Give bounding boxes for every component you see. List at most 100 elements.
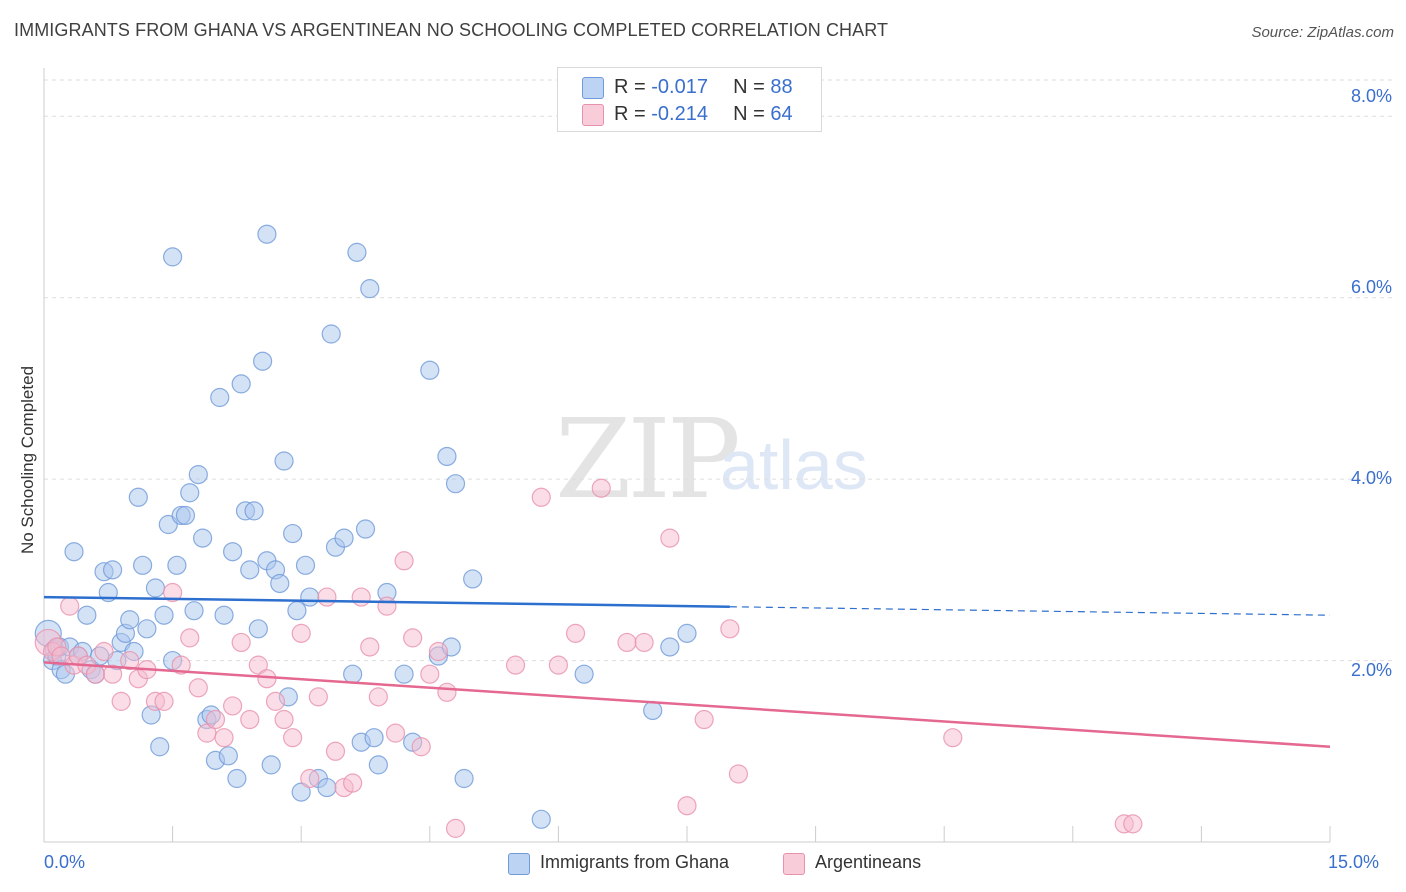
ghana-point [137,619,157,639]
ghana-point [188,465,208,485]
argentineans-point [634,632,654,653]
ghana-point [253,351,273,371]
argentineans-point [548,655,569,675]
argentineans-point [283,728,303,748]
ghana-r-value: -0.017 [651,76,708,98]
ghana-point [175,505,196,526]
ghana-point [218,746,238,766]
watermark-atlas: atlas [720,426,868,504]
argentineans-point [60,596,80,616]
ghana-point [248,619,268,639]
argentineans-point [257,669,277,689]
argentineans-point [351,587,371,607]
ghana-n-label: N = [733,76,771,98]
ghana-point [257,224,277,244]
ghana-point [437,446,457,467]
correlation-legend: R = -0.017 N = 88 R = -0.214 N = 64 [557,67,822,132]
argentineans-point [1123,814,1143,834]
argentineans-point [677,796,697,816]
ghana-point [77,605,97,625]
ghana-point [274,451,294,471]
watermark-zip: ZIP [555,395,741,523]
ghana-point [132,555,153,575]
argentineans-point [694,709,714,730]
ghana-point [102,560,123,580]
argentineans-point [317,587,337,607]
ghana-point [463,569,483,589]
argentineans-point [428,641,448,662]
ghana-point [150,737,170,757]
ghana-point [394,664,414,684]
argentineans-point [223,696,243,716]
ghana-point [291,782,311,802]
argentineans-point [728,764,749,784]
ghana-point [64,542,84,562]
argentineans-point [505,655,526,675]
ghana-r-label: R = [614,76,652,98]
ghana-point [231,374,251,394]
ghana-point [347,242,367,262]
ghana-point [145,578,166,598]
ghana-point [214,605,234,625]
argentineans-point [205,709,226,730]
ghana-point [154,605,174,625]
argentineans-r-value: -0.214 [651,103,708,125]
source-label: Source: ZipAtlas.com [1251,24,1394,41]
ghana-point [317,777,337,798]
y-tick-label-2: 2.0% [1350,660,1392,680]
argentineans-point [617,632,637,653]
argentineans-point [325,741,346,761]
x-tick-label-min: 0.0% [44,852,86,872]
ghana-point [295,555,316,575]
ghana-point [321,324,341,344]
ghana-point [227,768,247,789]
y-tick-label-6: 6.0% [1350,277,1392,297]
argentineans-point [214,728,234,748]
ghana-point [343,664,363,684]
ghana-trend-line-extension [729,606,1331,616]
ghana-point [300,587,320,607]
y-tick-label-4: 4.0% [1350,468,1392,488]
chart-title: IMMIGRANTS FROM GHANA VS ARGENTINEAN NO … [14,20,889,40]
argentineans-r-label: R = [614,103,652,125]
ghana-point [364,728,384,748]
argentineans-point [385,723,406,743]
argentineans-point [420,664,440,684]
argentineans-point [274,709,294,730]
ghana-point [184,601,204,621]
ghana-point [355,519,376,539]
argentineans-point [445,818,466,838]
ghana-point [120,610,140,630]
argentineans-swatch [582,104,604,126]
ghana-point [574,664,594,684]
argentineans-point [343,773,363,793]
argentineans-point [188,678,208,698]
argentineans-point [360,637,380,657]
argentineans-point [591,478,611,498]
argentineans-point [240,709,260,730]
argentineans-point [154,691,174,711]
ghana-legend-swatch [508,853,530,875]
ghana-legend-label: Immigrants from Ghana [540,852,730,872]
ghana-point [287,601,307,621]
ghana-swatch [582,77,604,99]
argentineans-point [300,768,320,789]
argentineans-point [437,682,457,702]
argentineans-point [180,628,200,648]
argentineans-point [565,623,586,643]
ghana-point [223,542,243,562]
ghana-point [244,501,264,521]
argentineans-n-label: N = [733,103,771,125]
argentineans-point [720,619,740,639]
ghana-point [420,360,440,380]
argentineans-point [411,737,431,757]
ghana-point [283,523,303,544]
argentineans-point [660,528,680,548]
ghana-point [531,809,551,829]
ghana-point [210,387,230,408]
argentineans-point [231,632,251,653]
argentineans-point [265,691,286,711]
ghana-trend-line [43,595,730,608]
argentineans-point [531,487,551,507]
